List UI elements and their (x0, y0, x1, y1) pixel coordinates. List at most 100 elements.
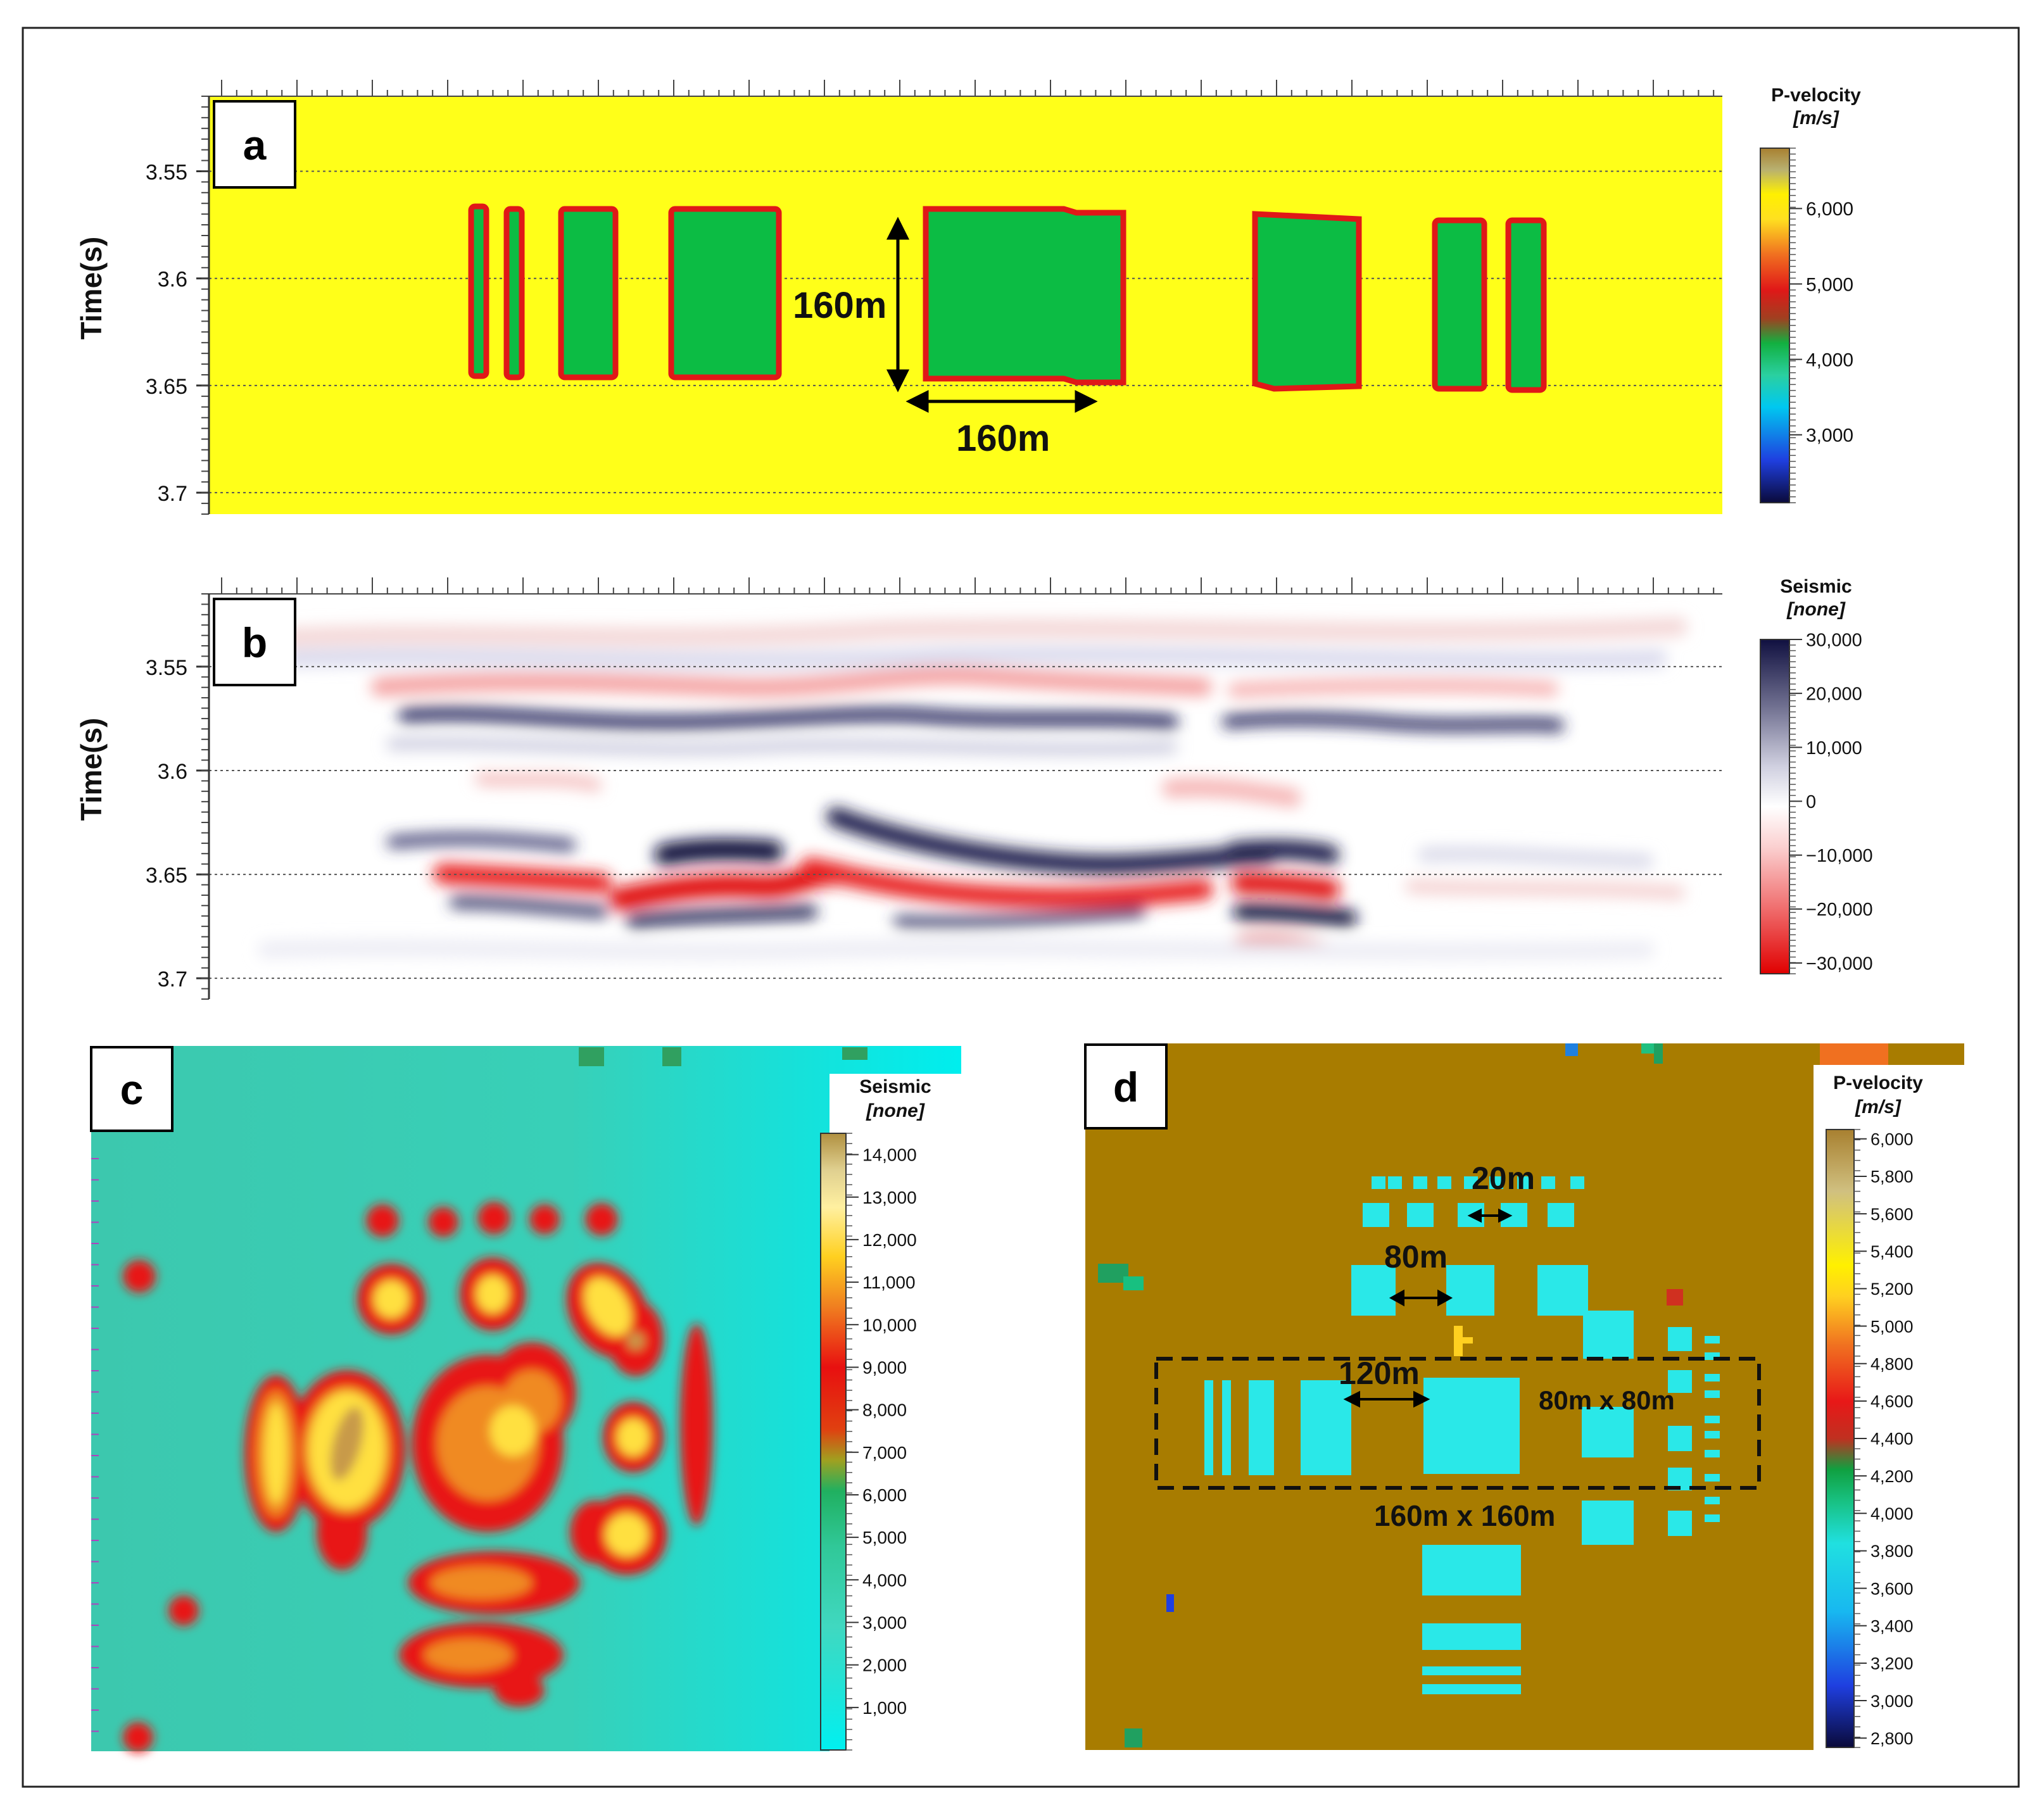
velocity-block (1517, 1176, 1531, 1189)
reflection (244, 617, 1688, 649)
colorbar-tick-label: 3,400 (1871, 1616, 1914, 1635)
panel-d-small-features (1098, 1043, 1683, 1747)
colorbar-tick-label: 2,000 (862, 1656, 907, 1675)
colorbar-tick-label: 8,000 (862, 1400, 907, 1420)
velocity-body (1505, 217, 1547, 393)
velocity-block (1422, 1623, 1521, 1650)
panel-d-letter-box (1084, 1043, 1168, 1130)
colorbar-tick-label: 10,000 (1806, 738, 1862, 758)
panel-c-letter-box (90, 1046, 173, 1132)
anomaly (123, 1722, 153, 1753)
velocity-block (1705, 1390, 1720, 1398)
velocity-block (1705, 1450, 1720, 1457)
colorbar-tick-label: 20,000 (1806, 684, 1862, 705)
colorbar-tick-label: 6,000 (1871, 1130, 1914, 1149)
reflection (626, 905, 817, 928)
velocity-body (668, 206, 782, 381)
figure-frame (22, 27, 2020, 1788)
reflection (1405, 879, 1685, 900)
reflection (283, 646, 1667, 669)
panel-c-left-ruler (91, 1158, 99, 1732)
velocity-block (1437, 1176, 1451, 1189)
panel-b-top-ruler (209, 577, 1722, 595)
ytick-label: 3.6 (158, 760, 187, 784)
reflection (371, 666, 1212, 697)
reflection (450, 896, 608, 918)
colorbar-tick-label: 2,800 (1871, 1729, 1914, 1748)
panel-d-box-80m: 80m x 80m (1539, 1385, 1675, 1415)
panel-a-ylabel: Time(s) (75, 237, 108, 340)
colorbar-tick-label: 11,000 (862, 1273, 916, 1292)
reflection (258, 940, 1655, 960)
colorbar-tick-label: 5,400 (1871, 1242, 1914, 1261)
colorbar-tick-label: 7,000 (862, 1443, 907, 1463)
colorbar-tick-label: 3,000 (1806, 425, 1853, 446)
colorbar-tick-label: 6,000 (1806, 199, 1853, 220)
colorbar-tick-label: 5,000 (1806, 274, 1853, 295)
panel-c: c Seismic [none] 14,000 13,000 12,000 11,00… (90, 1046, 961, 1753)
anomaly (570, 1501, 621, 1564)
velocity-block (1446, 1265, 1494, 1316)
velocity-block (1363, 1203, 1389, 1227)
anomaly (428, 1207, 458, 1237)
colorbar-tick-label: 10,000 (862, 1315, 917, 1335)
colorbar-tick-label: −20,000 (1806, 900, 1873, 920)
anomaly (123, 1260, 156, 1293)
reflection (1228, 678, 1558, 697)
reflection (475, 772, 602, 791)
panel-a-letter-box (213, 100, 296, 189)
velocity-block (1668, 1426, 1692, 1451)
colorbar-tick-label: 14,000 (862, 1145, 917, 1165)
velocity-block (1301, 1380, 1351, 1475)
colorbar-d-unit: [m/s] (1855, 1097, 1902, 1117)
anomaly (168, 1595, 199, 1626)
panel-a-width-annotation: 160m (956, 418, 1050, 459)
colorbar-tick-label: −10,000 (1806, 846, 1873, 866)
colorbar-tick-label: 3,800 (1871, 1542, 1914, 1561)
ytick-label: 3.55 (146, 160, 187, 184)
panel-a-letter: a (243, 122, 267, 168)
panel-d-velocity-blocks (1204, 1176, 1720, 1694)
velocity-block (1351, 1265, 1396, 1316)
colorbar-tick-label: 0 (1806, 792, 1816, 812)
ytick-label: 3.7 (158, 482, 187, 506)
colorbar-c-title: Seismic (859, 1076, 931, 1097)
colorbar-c-panel (830, 1074, 961, 1751)
velocity-block (1570, 1176, 1584, 1189)
ytick-label: 3.65 (146, 375, 187, 399)
reflection (1225, 840, 1339, 864)
anomaly (366, 1204, 399, 1237)
reflection (398, 707, 1178, 729)
colorbar-a-unit: [m/s] (1793, 108, 1839, 129)
ytick-label: 3.6 (158, 268, 187, 292)
velocity-block (1372, 1176, 1385, 1189)
panel-b-letter-box (213, 598, 296, 686)
velocity-body (468, 203, 489, 379)
ytick-label: 3.7 (158, 967, 187, 991)
velocity-block (1413, 1176, 1427, 1189)
ytick-label: 3.55 (146, 656, 187, 680)
ytick-label: 3.65 (146, 864, 187, 888)
colorbar-tick-label: 5,800 (1871, 1167, 1914, 1186)
anomaly (494, 1674, 545, 1707)
reflection (800, 857, 1213, 909)
colorbar-tick-label: 5,200 (1871, 1280, 1914, 1299)
panel-d-letter: d (1113, 1064, 1139, 1111)
velocity-block (1548, 1203, 1574, 1227)
colorbar-tick-label: 5,600 (1871, 1205, 1914, 1224)
velocity-block (1705, 1514, 1720, 1522)
anomaly (585, 1203, 618, 1236)
panel-b-ytick-labels: 3.55 3.6 3.65 3.7 (146, 656, 187, 991)
reflection (826, 807, 1276, 874)
velocity-block (1222, 1380, 1231, 1475)
velocity-block (1422, 1545, 1521, 1595)
reflection (433, 864, 612, 893)
colorbar-tick-label: 30,000 (1806, 630, 1862, 650)
colorbar-tick-label: −30,000 (1806, 953, 1873, 974)
panel-b-ylabel: Time(s) (75, 718, 108, 821)
velocity-block (1705, 1474, 1720, 1482)
panel-d-orange-corner (1820, 1043, 1888, 1065)
panel-a-ytick-labels: 3.55 3.6 3.65 3.7 (146, 160, 187, 506)
reflection (893, 906, 1145, 928)
